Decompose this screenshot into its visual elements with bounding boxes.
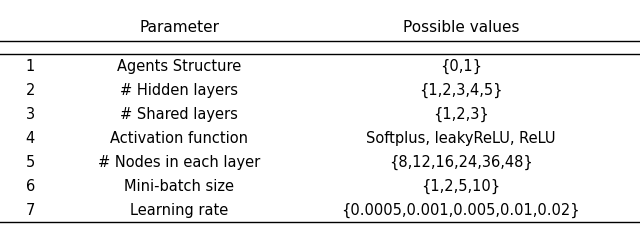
Text: {1,2,5,10}: {1,2,5,10} [421,179,500,194]
Text: {8,12,16,24,36,48}: {8,12,16,24,36,48} [389,155,532,170]
Text: Learning rate: Learning rate [130,203,228,218]
Text: Possible values: Possible values [403,20,519,35]
Text: Parameter: Parameter [140,20,219,35]
Text: Activation function: Activation function [110,131,248,146]
Text: {1,2,3}: {1,2,3} [433,107,489,122]
Text: 7: 7 [26,203,35,218]
Text: Mini-batch size: Mini-batch size [124,179,234,194]
Text: 2: 2 [26,83,35,98]
Text: {0.0005,0.001,0.005,0.01,0.02}: {0.0005,0.001,0.005,0.01,0.02} [342,203,580,218]
Text: 3: 3 [26,107,35,122]
Text: 1: 1 [26,59,35,74]
Text: # Shared layers: # Shared layers [120,107,238,122]
Text: 4: 4 [26,131,35,146]
Text: Softplus, leakyReLU, ReLU: Softplus, leakyReLU, ReLU [366,131,556,146]
Text: # Nodes in each layer: # Nodes in each layer [98,155,260,170]
Text: 5: 5 [26,155,35,170]
Text: # Hidden layers: # Hidden layers [120,83,238,98]
Text: {1,2,3,4,5}: {1,2,3,4,5} [419,83,502,98]
Text: Agents Structure: Agents Structure [117,59,241,74]
Text: 6: 6 [26,179,35,194]
Text: {0,1}: {0,1} [440,59,482,74]
